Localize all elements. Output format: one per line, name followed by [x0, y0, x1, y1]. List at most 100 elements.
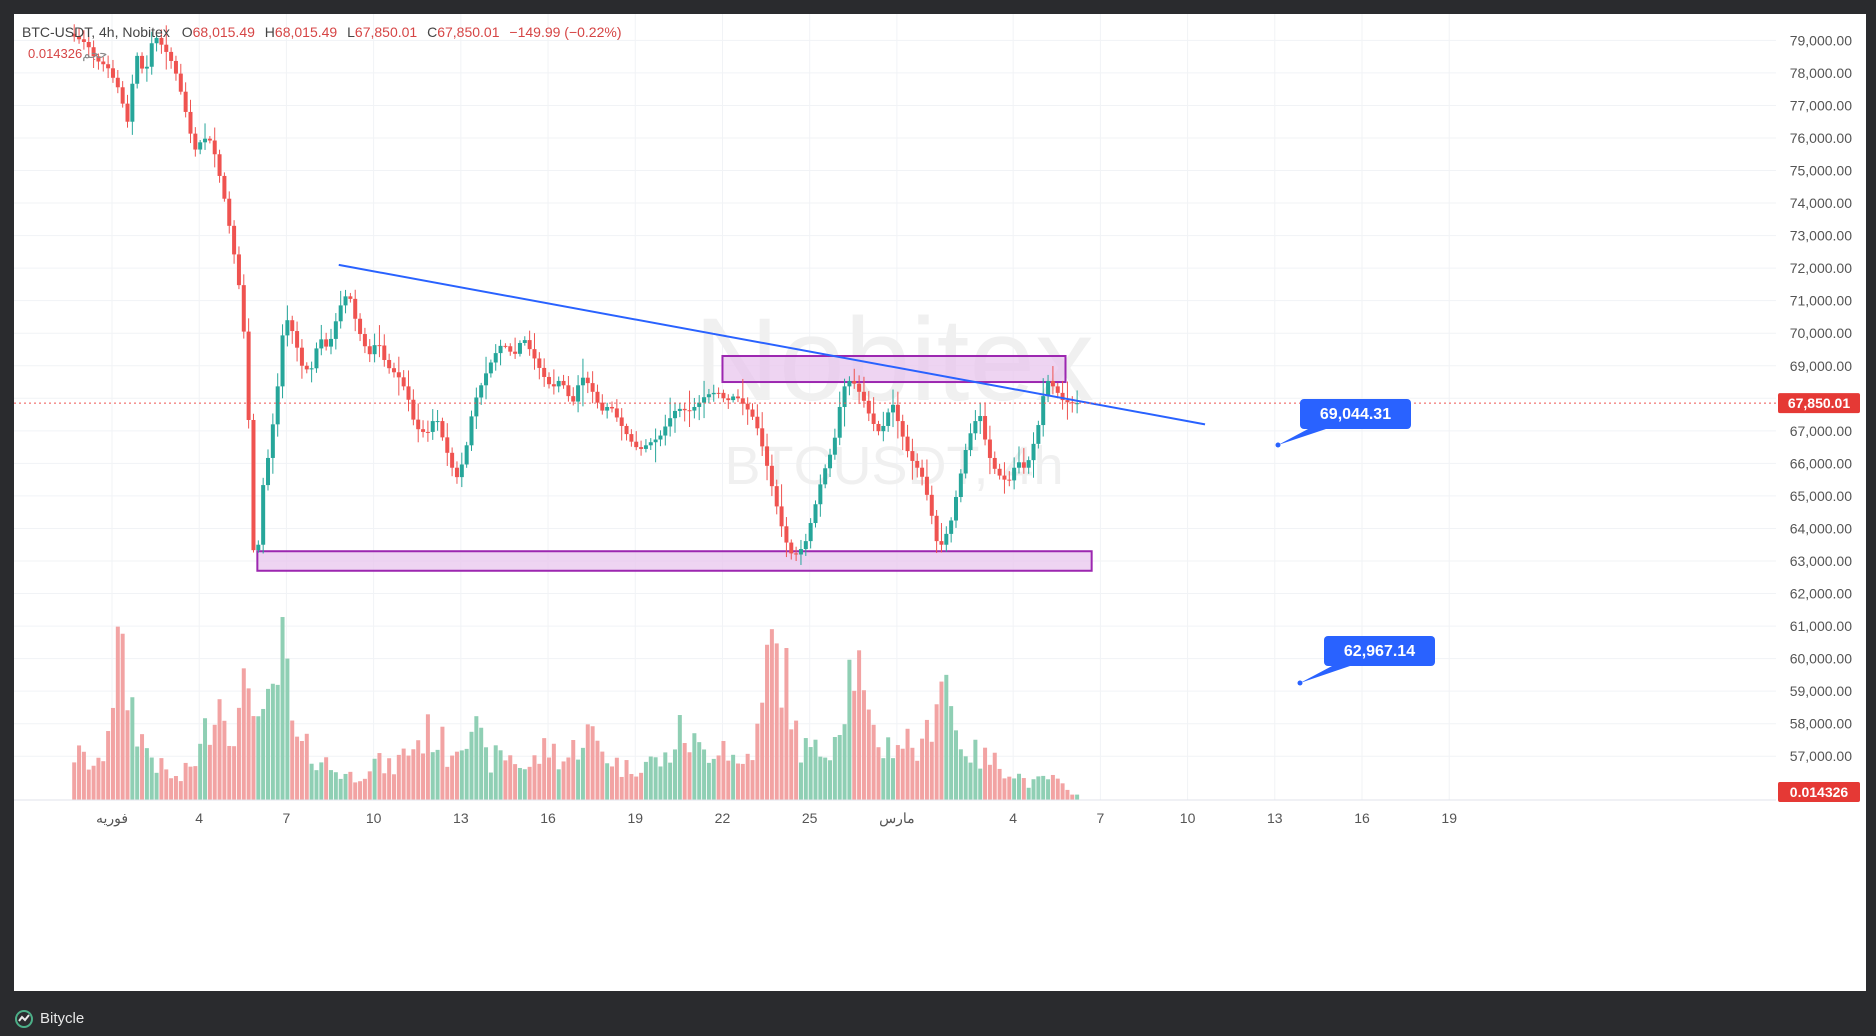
- candle-body: [755, 416, 760, 429]
- bitycle-logo-icon: [15, 1009, 33, 1028]
- volume-bar: [992, 752, 997, 800]
- candle-body: [726, 398, 731, 401]
- volume-bar: [178, 781, 183, 800]
- y-tick-label: 73,000.00: [1790, 228, 1852, 244]
- candle-body: [1002, 475, 1007, 480]
- candle-body: [159, 37, 164, 45]
- candle-body: [779, 506, 784, 527]
- candle-body: [808, 523, 813, 542]
- volume-bar: [1002, 778, 1007, 800]
- candle-body: [905, 436, 910, 452]
- volume-bar: [832, 737, 837, 800]
- candle-body: [658, 435, 663, 440]
- volume-bar: [590, 726, 595, 800]
- volume-bar: [290, 720, 295, 800]
- volume-bar: [1055, 778, 1060, 800]
- candle-body: [861, 391, 866, 401]
- volume-bar: [353, 782, 358, 800]
- volume-bar: [987, 764, 992, 800]
- volume-bar: [857, 650, 862, 800]
- volume-bar: [755, 723, 760, 800]
- volume-bar: [193, 766, 198, 800]
- candle-body: [1021, 462, 1026, 468]
- candle-body: [566, 385, 571, 397]
- candle-body: [1031, 443, 1036, 461]
- candle-body: [711, 392, 716, 395]
- y-tick-label: 78,000.00: [1790, 65, 1852, 81]
- volume-bar: [416, 740, 421, 800]
- footer: Bitycle: [0, 1001, 1876, 1036]
- volume-bar: [983, 747, 988, 800]
- volume-bar: [391, 774, 396, 800]
- volume-bar: [1021, 778, 1026, 800]
- x-tick-label: 19: [1441, 810, 1457, 826]
- candle-body: [852, 380, 857, 384]
- volume-bar: [1036, 776, 1041, 800]
- candle-body: [474, 397, 479, 417]
- volume-bar: [498, 750, 503, 800]
- candle-body: [464, 445, 469, 465]
- chart-frame[interactable]: Nobitex BTCUSDT, 4h 69,044.31 62,967.14 5…: [14, 14, 1866, 991]
- volume-bar: [760, 702, 765, 800]
- volume-bar: [658, 766, 663, 800]
- candle-body: [120, 87, 125, 104]
- volume-bar: [672, 749, 677, 800]
- candle-body: [619, 417, 624, 426]
- volume-bar: [241, 668, 246, 800]
- candle-body: [1007, 479, 1012, 481]
- volume-bar: [173, 776, 178, 800]
- watermark: Nobitex BTCUSDT, 4h: [694, 294, 1094, 496]
- volume-bar: [338, 778, 343, 800]
- volume-bar: [784, 648, 789, 800]
- volume-bar: [934, 704, 939, 800]
- candle-body: [435, 421, 440, 423]
- candle-body: [266, 457, 271, 486]
- volume-bar: [130, 697, 135, 800]
- candle-body: [968, 433, 973, 451]
- candle-body: [813, 504, 818, 524]
- candle-body: [304, 365, 309, 370]
- price-chart[interactable]: Nobitex BTCUSDT, 4h 69,044.31 62,967.14 5…: [14, 14, 1866, 991]
- candle-body: [324, 339, 329, 347]
- candle-body: [576, 385, 581, 402]
- candle-body: [1036, 425, 1041, 444]
- y-tick-label: 67,000.00: [1790, 423, 1852, 439]
- candle-body: [110, 68, 115, 78]
- price-callout: 69,044.31: [1275, 399, 1411, 448]
- y-tick-label: 66,000.00: [1790, 455, 1852, 471]
- volume-bar: [561, 761, 566, 800]
- volume-bar: [440, 726, 445, 800]
- change-value: −149.99 (−0.22%): [509, 24, 622, 40]
- candle-body: [173, 60, 178, 74]
- y-tick-label: 61,000.00: [1790, 618, 1852, 634]
- candle-body: [556, 380, 561, 387]
- volume-bar: [304, 733, 309, 800]
- volume-bar: [140, 734, 145, 800]
- volume-bar: [401, 748, 406, 800]
- volume-bar: [508, 755, 513, 800]
- volume-bar: [96, 757, 101, 800]
- candle-body: [832, 437, 837, 455]
- volume-bar: [159, 758, 164, 800]
- candle-body: [222, 175, 227, 199]
- high-value: 68,015.49: [274, 24, 338, 40]
- volume-bar: [789, 729, 794, 800]
- candle-body: [290, 320, 295, 332]
- volume-bar: [120, 633, 125, 800]
- candle-body: [527, 340, 532, 350]
- candle-body: [484, 373, 489, 386]
- volume-bar: [203, 718, 208, 800]
- candle-body: [614, 408, 619, 418]
- candle-body: [881, 425, 886, 432]
- volume-bar: [522, 769, 527, 800]
- candle-body: [513, 351, 518, 354]
- volume-bar: [1046, 779, 1051, 800]
- volume-bar: [232, 746, 237, 800]
- candle-body: [789, 542, 794, 554]
- candle-body: [765, 446, 770, 466]
- candle-body: [450, 452, 455, 468]
- volume-bar: [411, 749, 416, 800]
- x-axis: فوریه 4 7 10 13 16 19 22 25 مارس 4 7 10 13 16 19: [14, 799, 1776, 827]
- candle-body: [823, 468, 828, 485]
- volume-bar: [595, 740, 600, 800]
